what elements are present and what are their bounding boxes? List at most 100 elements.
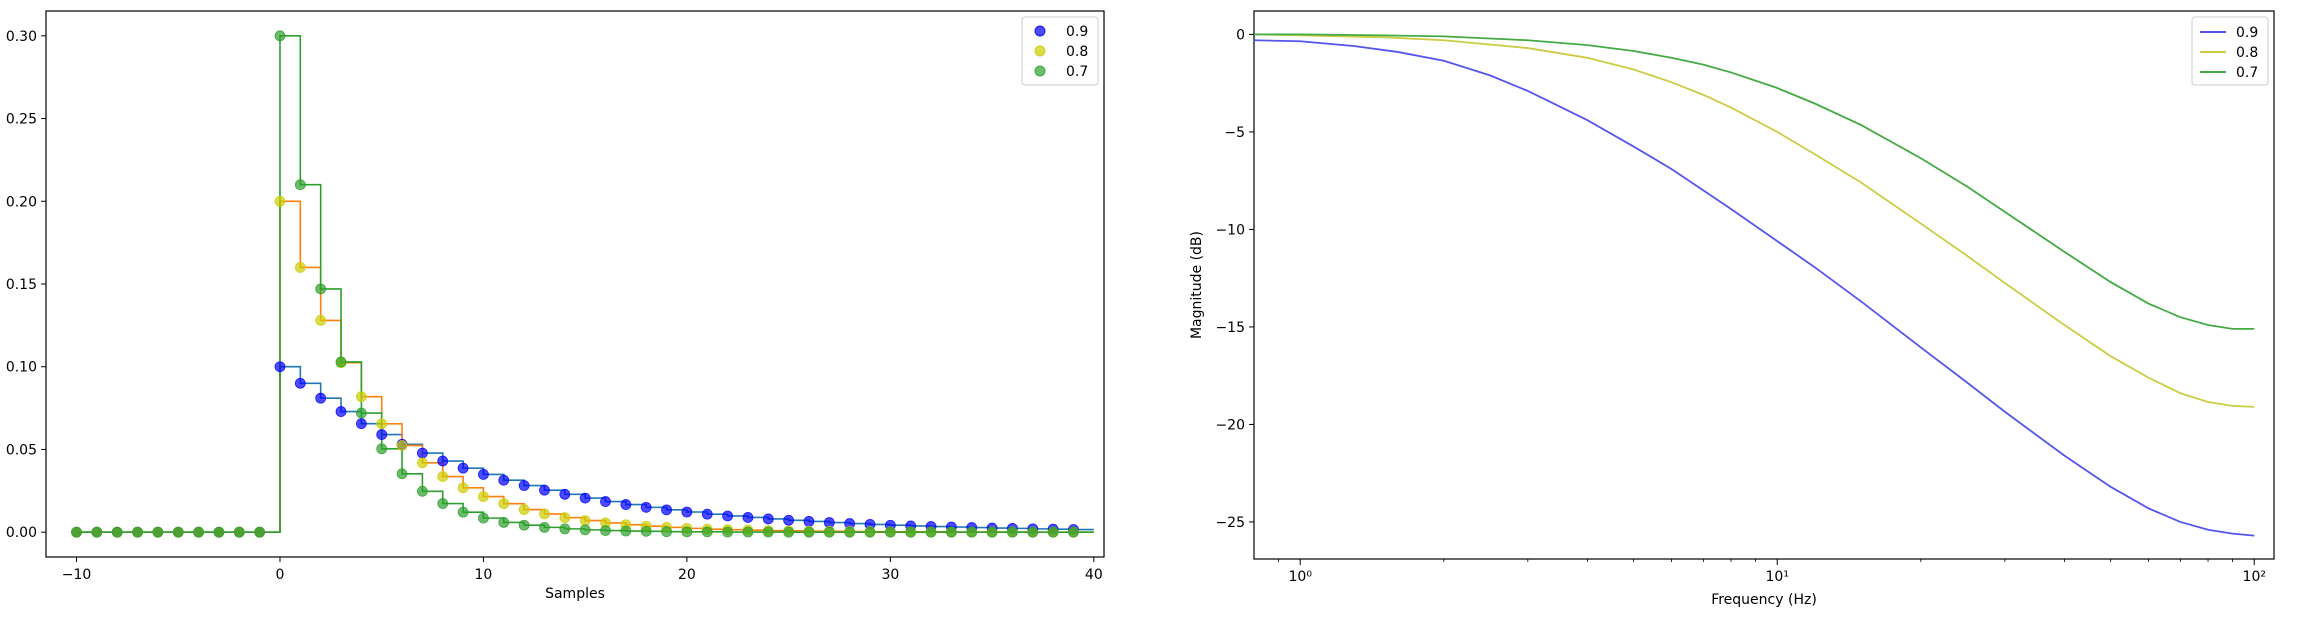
plot-frame [1253, 10, 2275, 560]
sample-marker-0.8 [539, 508, 550, 520]
sample-marker-0.7 [294, 179, 306, 191]
sample-marker-0.8 [355, 391, 367, 403]
sample-marker-0.8 [274, 195, 286, 207]
sample-marker-0.7 [1007, 526, 1018, 538]
legend-box [2191, 16, 2269, 86]
sample-marker-0.8 [396, 440, 408, 451]
y-tick-label: 0.15 [6, 277, 37, 293]
legend-label: 0.9 [1066, 24, 1088, 40]
x-tick-label: 10¹ [1766, 569, 1789, 585]
sample-marker-0.7 [620, 525, 632, 537]
sample-marker-0.7 [925, 526, 937, 538]
sample-marker-0.7 [254, 526, 266, 538]
magnitude-line-0.9 [1253, 39, 2255, 537]
sample-marker-0.9 [539, 484, 550, 496]
sample-marker-0.7 [823, 526, 835, 538]
sample-marker-0.7 [905, 526, 917, 538]
sample-marker-0.8 [457, 482, 469, 494]
sample-markers [71, 30, 1079, 538]
x-tick-label: 10 [475, 567, 493, 583]
sample-marker-0.9 [518, 480, 530, 491]
sample-marker-0.7 [193, 526, 204, 538]
legend-label: 0.9 [2236, 25, 2258, 41]
sample-marker-0.8 [376, 418, 388, 430]
sample-marker-0.9 [620, 499, 632, 510]
legend-label: 0.7 [2236, 65, 2258, 81]
y-tick-label: 0.25 [6, 112, 37, 128]
sample-marker-0.7 [742, 526, 754, 538]
sample-marker-0.7 [478, 512, 489, 524]
legend-marker-0.7 [1034, 65, 1046, 77]
sample-marker-0.7 [722, 526, 733, 538]
sample-marker-0.7 [1068, 526, 1079, 538]
sample-marker-0.7 [783, 526, 795, 538]
sample-marker-0.7 [966, 526, 978, 538]
sample-marker-0.9 [681, 506, 693, 518]
sample-marker-0.7 [111, 526, 123, 538]
sample-marker-0.9 [579, 492, 591, 504]
sample-marker-0.8 [315, 314, 327, 326]
sample-marker-0.7 [986, 526, 998, 538]
sample-marker-0.7 [864, 526, 876, 538]
sample-marker-0.8 [559, 512, 571, 524]
x-tick-label: 40 [1085, 567, 1103, 583]
y-tick-label: −5 [1224, 125, 1245, 141]
magnitude-line-0.8 [1253, 33, 2255, 408]
magnitude-lines [1253, 33, 2255, 537]
sample-marker-0.7 [457, 506, 469, 518]
sample-marker-0.9 [783, 514, 795, 526]
sample-marker-0.9 [498, 474, 510, 486]
sample-marker-0.9 [478, 469, 489, 480]
sample-marker-0.9 [417, 447, 428, 459]
sample-marker-0.9 [294, 377, 306, 389]
sample-marker-0.9 [701, 508, 713, 520]
sample-marker-0.7 [335, 356, 347, 368]
sample-marker-0.7 [559, 523, 571, 535]
y-tick-label: −20 [1215, 417, 1245, 433]
x-tick-label: 0 [276, 567, 285, 583]
x-tick-label: 20 [678, 567, 696, 583]
y-tick-label: 0.00 [6, 525, 37, 541]
sample-marker-0.7 [518, 519, 530, 531]
y-tick-label: 0.05 [6, 442, 37, 458]
sample-marker-0.7 [762, 526, 774, 538]
y-tick-label: 0.30 [6, 29, 37, 45]
sample-marker-0.7 [274, 30, 286, 42]
sample-marker-0.9 [600, 496, 611, 507]
sample-marker-0.7 [884, 526, 896, 538]
sample-marker-0.7 [355, 407, 367, 419]
sample-marker-0.8 [518, 504, 530, 515]
sample-marker-0.7 [71, 526, 82, 538]
sample-marker-0.9 [376, 429, 388, 440]
y-axis-label: Magnitude (dB) [1189, 231, 1205, 339]
sample-marker-0.9 [315, 392, 327, 404]
sample-marker-0.9 [437, 455, 449, 467]
sample-marker-0.7 [213, 526, 225, 538]
sample-marker-0.8 [437, 471, 449, 482]
legend-label: 0.7 [1066, 64, 1088, 80]
legend-label: 0.8 [1066, 44, 1088, 60]
sample-marker-0.9 [335, 406, 347, 417]
sample-marker-0.8 [498, 498, 510, 510]
axis-ticks: 10⁰ 10¹ 10² 0 −5 −10 −15 −20 −25 [1215, 27, 2266, 585]
impulse-response-plot: −10 0 10 20 30 40 0.00 0.05 0.10 0.15 0.20 0.25 0.30… [6, 10, 1105, 602]
sample-marker-0.7 [579, 524, 591, 536]
legend-marker-0.8 [1034, 45, 1046, 57]
x-tick-label: 10² [2243, 569, 2266, 585]
sample-marker-0.7 [1047, 526, 1059, 538]
sample-marker-0.8 [478, 491, 489, 503]
sample-marker-0.7 [172, 526, 184, 538]
legend-label: 0.8 [2236, 45, 2258, 61]
sample-marker-0.9 [722, 510, 733, 522]
sample-marker-0.7 [701, 526, 713, 538]
sample-marker-0.9 [640, 501, 652, 513]
y-tick-label: −15 [1215, 320, 1245, 336]
sample-marker-0.7 [417, 485, 428, 497]
y-tick-label: −25 [1215, 515, 1245, 531]
sample-marker-0.7 [661, 526, 672, 538]
legend-marker-0.9 [1034, 25, 1046, 37]
sample-marker-0.7 [600, 525, 611, 536]
